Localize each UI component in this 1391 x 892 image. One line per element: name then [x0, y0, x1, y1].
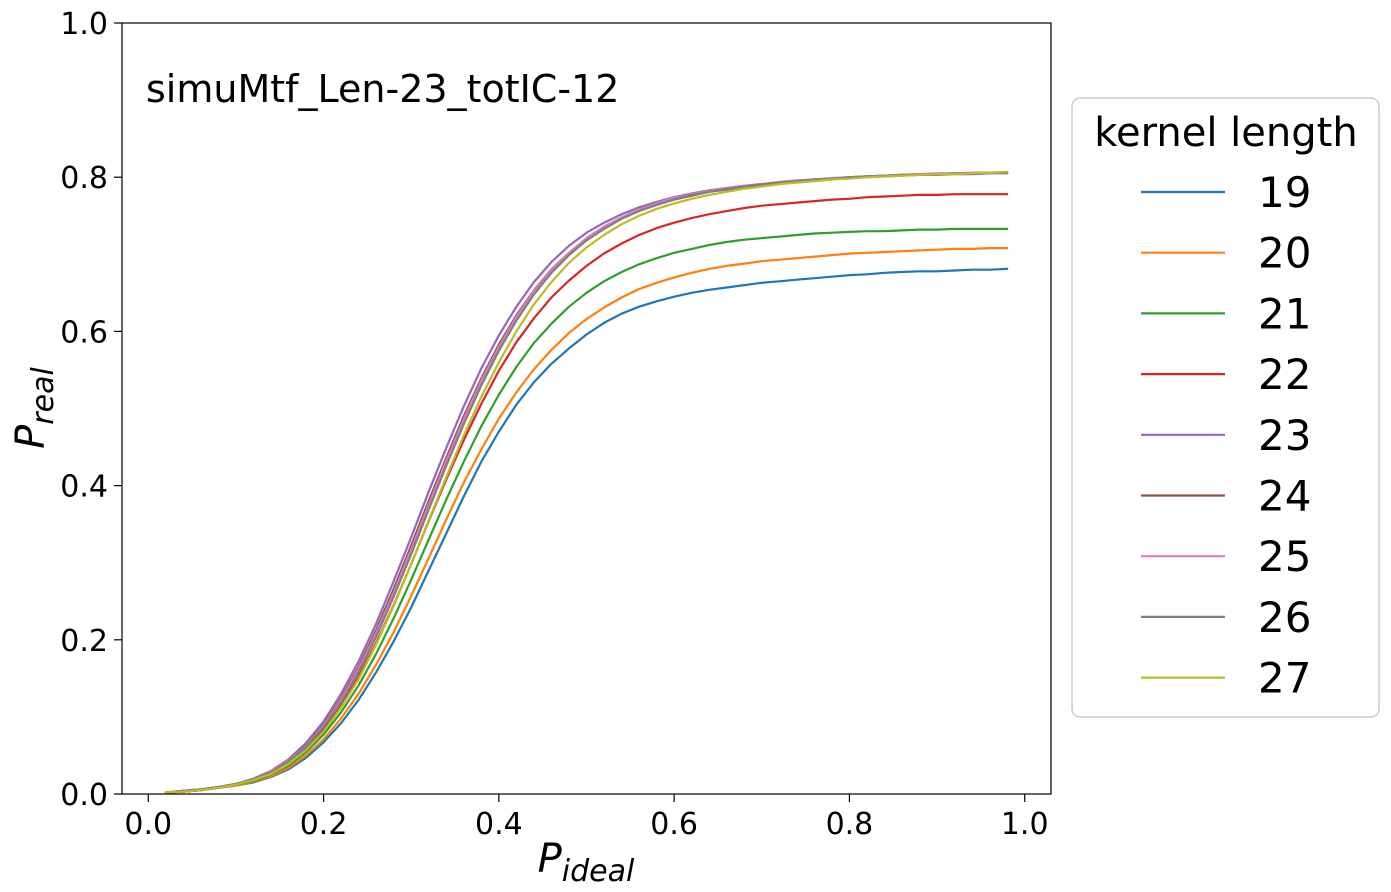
legend-title: kernel length — [1094, 110, 1357, 156]
y-tick-label: 0.4 — [60, 470, 108, 505]
y-axis-label-sub: real — [26, 367, 61, 425]
x-tick-label: 0.8 — [826, 807, 874, 842]
legend-item-21: 21 — [1141, 289, 1311, 338]
plot-lines — [164, 170, 1009, 794]
legend-label: 24 — [1258, 472, 1311, 521]
x-axis-label: Pideal — [538, 836, 635, 889]
x-tick-label: 1.0 — [1001, 807, 1049, 842]
y-axis-label: Preal — [8, 367, 61, 449]
legend-item-22: 22 — [1141, 350, 1311, 399]
y-tick-label: 1.0 — [60, 7, 108, 42]
legend-item-27: 27 — [1141, 654, 1311, 703]
legend-item-24: 24 — [1141, 472, 1311, 521]
legend-item-20: 20 — [1141, 229, 1311, 278]
y-tick-label: 0.2 — [60, 624, 108, 659]
legend-label: 26 — [1258, 593, 1311, 642]
x-axis-label-sub: ideal — [562, 854, 635, 889]
legend: kernel length 19 20 21 22 23 24 25 26 27 — [1071, 97, 1380, 718]
y-axis-label-main: P — [8, 424, 54, 449]
y-axis-label-group: Preal — [8, 367, 61, 449]
legend-item-23: 23 — [1141, 411, 1311, 460]
legend-label: 19 — [1258, 168, 1311, 217]
legend-label: 25 — [1258, 532, 1311, 581]
series-line-20 — [164, 247, 1009, 794]
legend-label: 22 — [1258, 350, 1311, 399]
y-tick-label: 0.0 — [60, 778, 108, 813]
legend-label: 21 — [1258, 289, 1311, 338]
y-axis: 0.0 0.2 0.4 0.6 0.8 1.0 — [60, 7, 122, 813]
x-tick-label: 0.6 — [650, 807, 698, 842]
legend-items: 19 20 21 22 23 24 25 26 27 — [1141, 168, 1311, 703]
series-line-27 — [164, 170, 1009, 794]
chart-annotation: simuMtf_Len-23_totIC-12 — [146, 67, 619, 111]
legend-label: 23 — [1258, 411, 1311, 460]
plot-frame — [121, 22, 1052, 795]
x-tick-label: 0.2 — [300, 807, 348, 842]
x-axis: 0.0 0.2 0.4 0.6 0.8 1.0 — [124, 794, 1049, 842]
legend-label: 27 — [1258, 654, 1311, 703]
legend-box — [1071, 97, 1380, 718]
legend-item-26: 26 — [1141, 593, 1311, 642]
x-axis-label-main: P — [538, 836, 563, 882]
x-tick-label: 0.0 — [124, 807, 172, 842]
legend-item-19: 19 — [1141, 168, 1311, 217]
y-tick-label: 0.8 — [60, 161, 108, 196]
x-tick-label: 0.4 — [475, 807, 523, 842]
legend-item-25: 25 — [1141, 532, 1311, 581]
legend-label: 20 — [1258, 229, 1311, 278]
series-line-19 — [164, 267, 1009, 794]
series-line-21 — [164, 227, 1009, 794]
y-tick-label: 0.6 — [60, 315, 108, 350]
